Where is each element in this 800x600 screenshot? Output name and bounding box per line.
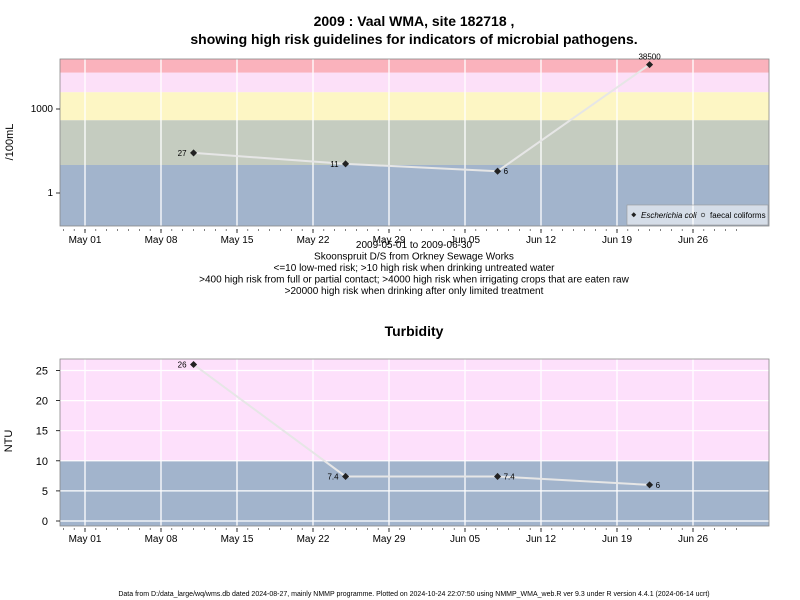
data-point xyxy=(342,472,350,480)
chart2-frame xyxy=(59,358,770,527)
data-point xyxy=(646,481,654,489)
data-point xyxy=(342,160,350,168)
chart1-subtitle: showing high risk guidelines for indicat… xyxy=(190,31,637,47)
y-tick-label: 5 xyxy=(42,486,48,498)
caption-line: <=10 low-med risk; >10 high risk when dr… xyxy=(274,263,556,274)
risk-band xyxy=(60,92,769,121)
x-tick-label: Jun 12 xyxy=(526,235,556,246)
data-label: 11 xyxy=(330,160,339,169)
x-tick-label: May 22 xyxy=(297,235,330,246)
chart1-ylabel: /100mL xyxy=(4,124,16,161)
series-line xyxy=(193,63,651,173)
chart2-title: Turbidity xyxy=(385,323,444,339)
chart2-plot-area: 0 5 10 15 20 25 May 01 May 08 May 15 May 22 May 29… xyxy=(36,358,770,545)
legend-marker-ecoli xyxy=(631,212,637,218)
caption-line: >20000 high risk when drinking after onl… xyxy=(285,286,544,297)
y-tick-label: 1 xyxy=(47,188,53,199)
y-tick-label: 15 xyxy=(36,426,48,438)
x-tick-label: May 29 xyxy=(373,534,406,545)
x-tick-label: May 22 xyxy=(297,534,330,545)
legend-box xyxy=(626,204,769,226)
y-tick-label: 0 xyxy=(42,516,48,528)
x-tick-label: May 15 xyxy=(221,534,254,545)
x-tick-label: May 08 xyxy=(145,235,178,246)
x-tick-label: Jun 26 xyxy=(678,534,708,545)
x-tick-label: May 15 xyxy=(221,235,254,246)
x-tick-label: Jun 05 xyxy=(450,534,480,545)
data-point xyxy=(646,61,654,69)
y-tick-label: 25 xyxy=(36,366,48,378)
legend-label-faecal: faecal coliforms xyxy=(710,211,766,220)
data-label: 7.4 xyxy=(327,472,339,481)
data-point xyxy=(190,360,198,369)
x-tick-label: May 01 xyxy=(69,534,102,545)
data-label: 6 xyxy=(656,481,661,490)
risk-band xyxy=(60,460,769,526)
x-tick-label: Jun 12 xyxy=(526,534,556,545)
x-tick-label: Jun 05 xyxy=(450,235,480,246)
series-line xyxy=(192,363,650,486)
risk-band xyxy=(60,72,769,93)
risk-band xyxy=(60,120,769,165)
data-label: 27 xyxy=(178,149,187,158)
data-label: 6 xyxy=(504,167,509,176)
data-label: 26 xyxy=(178,360,187,369)
legend: Escherichia coli faecal coliforms xyxy=(626,204,769,226)
legend-label-ecoli: Escherichia coli xyxy=(641,211,697,220)
data-label: 38500 xyxy=(638,53,661,62)
caption-line: >400 high risk from full or partial cont… xyxy=(199,275,629,286)
x-tick-label: May 29 xyxy=(373,235,406,246)
y-tick-label: 20 xyxy=(36,396,48,408)
x-tick-label: Jun 26 xyxy=(678,235,708,246)
risk-band xyxy=(60,59,769,73)
caption-line: Skoonspruit D/S from Orkney Sewage Works xyxy=(314,252,514,263)
y-tick-label: 10 xyxy=(36,456,48,468)
data-point xyxy=(190,149,198,157)
data-point xyxy=(494,472,502,480)
y-tick-label: 1000 xyxy=(31,104,54,115)
data-point xyxy=(494,167,502,175)
chart2-ylabel: NTU xyxy=(3,430,15,453)
x-tick-label: May 08 xyxy=(145,534,178,545)
caption-line: 2009-05-01 to 2009-06-30 xyxy=(356,240,473,251)
legend-marker-faecal xyxy=(700,212,706,218)
risk-band xyxy=(60,359,769,461)
x-tick-label: Jun 19 xyxy=(602,235,632,246)
chart1-frame xyxy=(59,58,770,227)
x-tick-label: Jun 19 xyxy=(602,534,632,545)
x-tick-label: May 01 xyxy=(69,235,102,246)
chart1-title: 2009 : Vaal WMA, site 182718 , xyxy=(314,13,515,29)
footer-note: Data from D:/data_large/wq/wms.db dated … xyxy=(118,591,709,598)
chart1-plot-area: 1 1000 May 01 May 08 May 15 May 22 May 29 Jun 0… xyxy=(31,53,770,246)
data-label: 7.4 xyxy=(504,472,516,481)
